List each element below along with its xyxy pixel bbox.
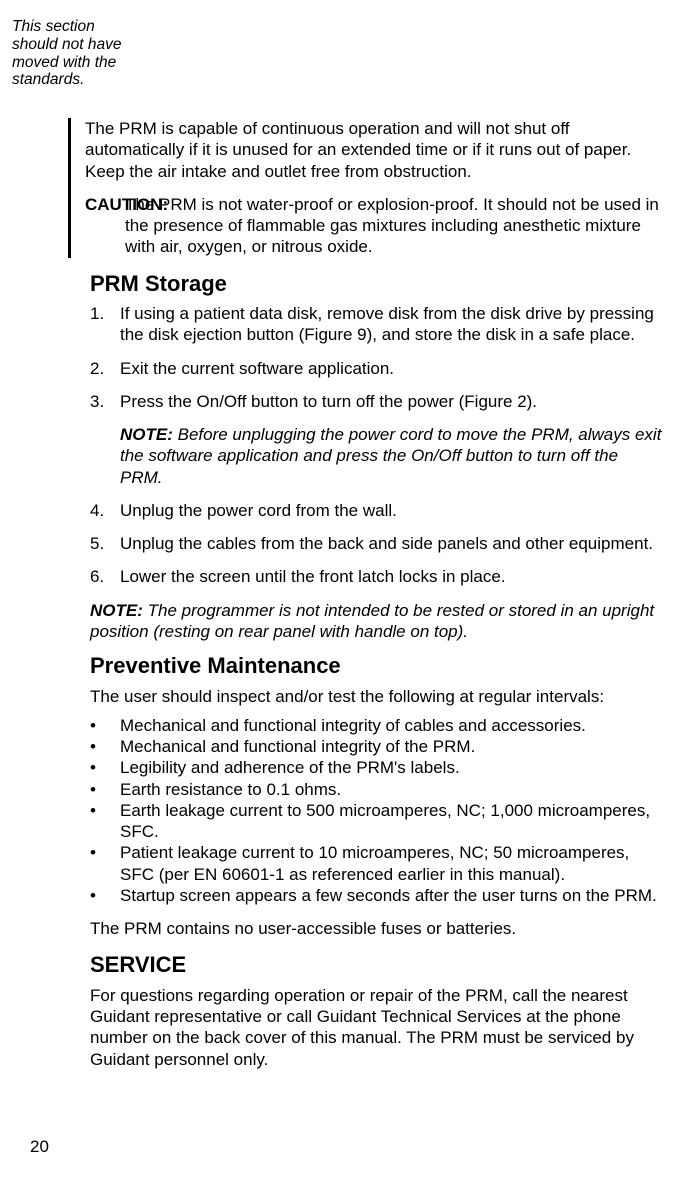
bullet-item: Mechanical and functional integrity of t… (90, 736, 664, 757)
bullet-item: Patient leakage current to 10 microamper… (90, 842, 664, 885)
storage-list-cont: 4. Unplug the power cord from the wall. 5… (90, 500, 664, 588)
storage-item-6: 6. Lower the screen until the front latch… (90, 566, 664, 587)
preventive-bullets: Mechanical and functional integrity of c… (90, 715, 664, 906)
service-heading: SERVICE (90, 951, 664, 979)
caution-block: CAUTION: The PRM is not water-proof or e… (85, 194, 664, 258)
storage-item-3: 3. Press the On/Off button to turn off th… (90, 391, 664, 412)
service-text: For questions regarding operation or rep… (90, 985, 664, 1070)
list-number: 2. (90, 358, 104, 379)
bullet-item: Mechanical and functional integrity of c… (90, 715, 664, 736)
bullet-item: Earth leakage current to 500 microampere… (90, 800, 664, 843)
list-number: 5. (90, 533, 104, 554)
bullet-item: Earth resistance to 0.1 ohms. (90, 779, 664, 800)
storage-item-5: 5. Unplug the cables from the back and si… (90, 533, 664, 554)
note-body: The programmer is not intended to be res… (90, 601, 654, 641)
main-content: The PRM is capable of continuous operati… (90, 118, 664, 1070)
bullet-item: Startup screen appears a few seconds aft… (90, 885, 664, 906)
storage-item-2: 2. Exit the current software application. (90, 358, 664, 379)
margin-note: This section should not have moved with … (12, 18, 132, 89)
storage-item-text: Unplug the power cord from the wall. (120, 501, 397, 520)
storage-item-text: If using a patient data disk, remove dis… (120, 304, 654, 344)
storage-item-text: Unplug the cables from the back and side… (120, 534, 653, 553)
list-number: 3. (90, 391, 104, 412)
preventive-heading: Preventive Maintenance (90, 652, 664, 680)
preventive-intro: The user should inspect and/or test the … (90, 686, 664, 707)
note-label: NOTE: (120, 425, 173, 444)
list-number: 1. (90, 303, 104, 324)
caution-label: CAUTION: (85, 194, 168, 215)
note-label: NOTE: (90, 601, 143, 620)
list-number: 4. (90, 500, 104, 521)
storage-item-text: Exit the current software application. (120, 359, 394, 378)
storage-item-1: 1. If using a patient data disk, remove d… (90, 303, 664, 346)
preventive-closing: The PRM contains no user-accessible fuse… (90, 918, 664, 939)
page-number: 20 (30, 1137, 49, 1157)
storage-list: 1. If using a patient data disk, remove d… (90, 303, 664, 412)
continuous-op-para: The PRM is capable of continuous operati… (85, 118, 664, 182)
storage-item-4: 4. Unplug the power cord from the wall. (90, 500, 664, 521)
storage-item-text: Press the On/Off button to turn off the … (120, 392, 537, 411)
caution-text: The PRM is not water-proof or explosion-… (125, 195, 659, 257)
note-end: NOTE: The programmer is not intended to … (90, 600, 664, 643)
storage-heading: PRM Storage (90, 270, 664, 298)
storage-item-text: Lower the screen until the front latch l… (120, 567, 506, 586)
note-after-3: NOTE: Before unplugging the power cord t… (90, 424, 664, 488)
page-container: This section should not have moved with … (0, 0, 692, 1177)
bullet-item: Legibility and adherence of the PRM's la… (90, 757, 664, 778)
list-number: 6. (90, 566, 104, 587)
note-body: Before unplugging the power cord to move… (120, 425, 661, 487)
changebar-block: The PRM is capable of continuous operati… (68, 118, 664, 258)
